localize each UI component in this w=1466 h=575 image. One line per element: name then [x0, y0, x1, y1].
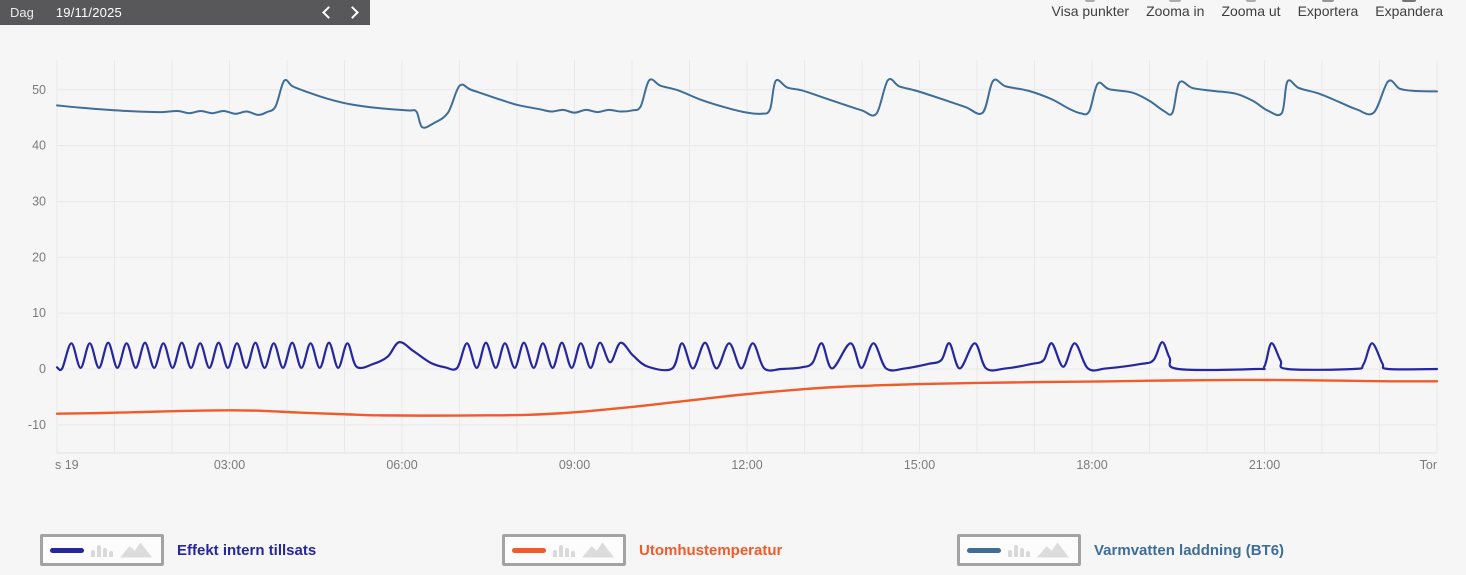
x-tick-label: 03:00 [214, 458, 245, 472]
area-chart-icon [1037, 542, 1069, 558]
area-chart-icon [582, 542, 614, 558]
zoom-out-icon [1246, 0, 1256, 2]
legend-item-utomhustemperatur[interactable]: Utomhustemperatur [502, 534, 782, 566]
x-tick-label: s 19 [55, 458, 79, 472]
date-nav-arrows [322, 0, 359, 25]
line-style-icon [512, 547, 546, 553]
y-tick-label: 20 [32, 250, 46, 264]
date-navigation-bar[interactable]: Dag 19/11/2025 [0, 0, 370, 25]
legend-item-varmvatten-laddning-bt6[interactable]: Varmvatten laddning (BT6) [957, 534, 1284, 566]
chart-toolbar: Visa punkter Zooma in Zooma ut Exportera… [1052, 0, 1443, 19]
x-axis-labels: s 19 03:00 06:00 09:00 12:00 15:00 18:00 21:00 T… [55, 458, 1437, 472]
current-date: 19/11/2025 [55, 5, 122, 20]
y-tick-label: 10 [32, 306, 46, 320]
zoom-out-button[interactable]: Zooma ut [1221, 0, 1281, 19]
series-line-0[interactable] [55, 341, 1439, 372]
series-style-toggle[interactable] [502, 534, 626, 566]
y-tick-label: -10 [28, 418, 46, 432]
zoom-in-icon [1169, 0, 1182, 2]
series-style-toggle[interactable] [40, 534, 164, 566]
chevron-left-icon[interactable] [322, 6, 335, 19]
area-chart-icon [120, 542, 152, 558]
y-tick-label: 40 [32, 139, 46, 153]
series-line-1[interactable] [55, 378, 1439, 417]
show-points-icon [1085, 0, 1096, 2]
series-style-toggle[interactable] [957, 534, 1081, 566]
line-style-icon [967, 547, 1001, 553]
zoom-in-button[interactable]: Zooma in [1146, 0, 1204, 19]
export-button[interactable]: Exportera [1298, 0, 1358, 19]
date-mode-label: Dag [10, 5, 34, 20]
x-tick-label: Tor [1420, 458, 1437, 472]
export-icon [1321, 0, 1334, 2]
bar-chart-icon [553, 543, 575, 557]
legend-label: Effekt intern tillsats [177, 541, 317, 559]
x-tick-label: 15:00 [904, 458, 935, 472]
legend-label: Varmvatten laddning (BT6) [1094, 541, 1285, 559]
line-style-icon [50, 547, 84, 553]
chevron-right-icon[interactable] [346, 6, 359, 19]
y-tick-label: 30 [32, 194, 46, 208]
bar-chart-icon [1008, 543, 1030, 557]
y-tick-label: 50 [32, 83, 46, 97]
legend-label: Utomhustemperatur [639, 541, 783, 559]
x-tick-label: 18:00 [1076, 458, 1107, 472]
x-tick-label: 12:00 [731, 458, 762, 472]
show-points-button[interactable]: Visa punkter [1052, 0, 1129, 19]
legend-item-effekt-intern-tillsats[interactable]: Effekt intern tillsats [40, 534, 316, 566]
bar-chart-icon [91, 543, 113, 557]
series-line-2[interactable] [56, 78, 1438, 129]
gridlines [56, 60, 1438, 454]
y-axis-labels: -10 0 10 20 30 40 50 [28, 83, 46, 432]
x-tick-label: 09:00 [559, 458, 590, 472]
x-tick-label: 21:00 [1249, 458, 1280, 472]
x-tick-label: 06:00 [386, 458, 417, 472]
plot-area[interactable] [57, 60, 1437, 454]
expand-icon [1402, 0, 1417, 2]
expand-button[interactable]: Expandera [1375, 0, 1443, 19]
y-tick-label: 0 [39, 362, 46, 376]
